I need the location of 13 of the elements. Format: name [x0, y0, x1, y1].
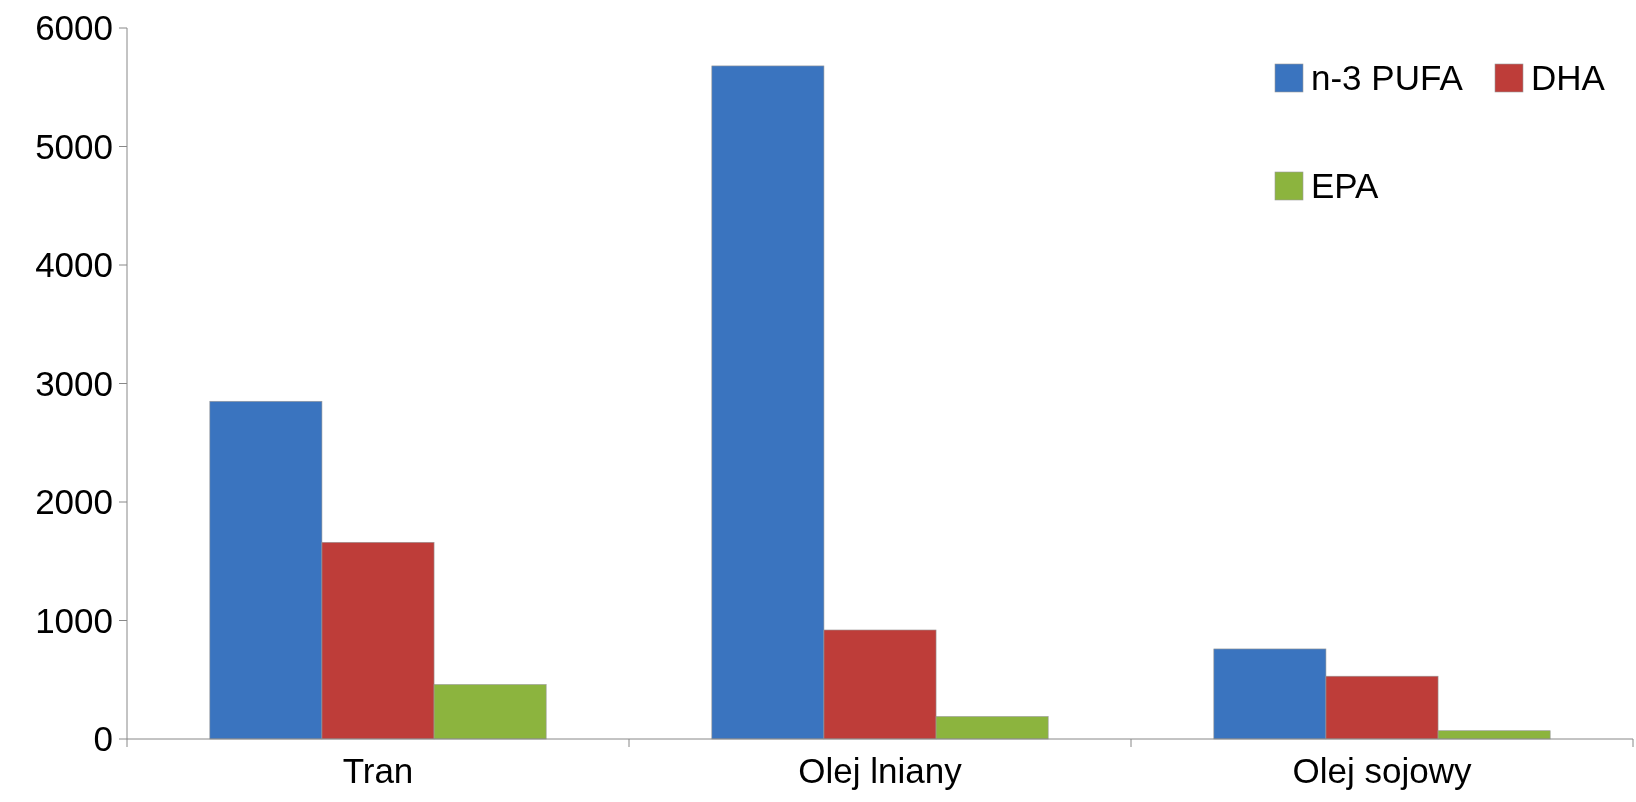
y-tick-label: 6000	[35, 8, 113, 48]
x-tick-label: Olej sojowy	[1292, 751, 1472, 790]
y-tick-label: 0	[93, 719, 113, 759]
legend-label: EPA	[1311, 166, 1380, 206]
y-tick-label: 1000	[35, 600, 113, 640]
y-tick-label: 3000	[35, 363, 113, 403]
legend-label: DHA	[1531, 58, 1606, 98]
y-tick-label: 4000	[35, 245, 113, 285]
x-tick-label: Tran	[342, 751, 414, 790]
y-tick-label: 5000	[35, 126, 113, 166]
y-tick-label: 2000	[35, 482, 113, 522]
x-tick-label: Olej lniany	[798, 751, 963, 790]
legend-label: n-3 PUFA	[1311, 58, 1464, 98]
